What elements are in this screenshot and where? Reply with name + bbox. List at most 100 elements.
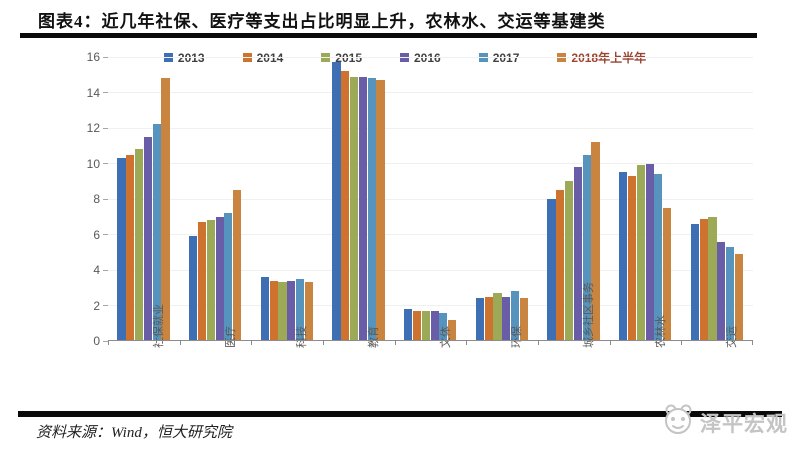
bar-2018年上半年-医疗 — [233, 190, 242, 340]
legend-swatch — [321, 53, 331, 62]
x-axis-tick — [466, 341, 468, 345]
bar-2016-文体 — [430, 310, 439, 340]
x-axis-tick — [394, 341, 396, 345]
gridline — [108, 56, 753, 58]
legend-item: 2016 — [400, 51, 441, 65]
gridline — [108, 163, 753, 164]
bar-2018年上半年-教育 — [376, 80, 385, 340]
source-note: 资料来源：Wind，恒大研究院 — [36, 425, 232, 441]
bar-2017-医疗 — [224, 213, 233, 340]
bar-2015-文体 — [421, 310, 430, 340]
bar-2015-环保 — [493, 293, 502, 340]
bar-2015-农林水 — [636, 165, 645, 340]
y-axis-tick-label: 6 — [93, 227, 100, 242]
bar-2015-交运 — [708, 216, 717, 340]
x-axis-tick — [179, 341, 181, 345]
legend-swatch — [478, 53, 488, 62]
bar-2017-文体 — [439, 312, 448, 340]
x-axis-tick — [538, 341, 539, 345]
chart-legend: 2013 2014 2015 2016 2017 2018年上半年 — [95, 49, 715, 66]
brand-logo-text: 泽平宏观 — [700, 412, 788, 436]
bar-2016-科技 — [287, 280, 296, 340]
bar-2013-社保就业 — [117, 158, 126, 340]
bar-2017-教育 — [367, 78, 376, 340]
bar-2016-教育 — [358, 76, 367, 340]
bar-2013-农林水 — [619, 172, 628, 340]
y-axis-tick — [103, 269, 108, 271]
x-axis-category-label: 科技 — [296, 326, 309, 348]
bar-2016-医疗 — [215, 216, 224, 340]
bar-2017-环保 — [510, 291, 520, 340]
bar-2018年上半年-城乡社区事务 — [591, 142, 600, 340]
plot-area: 0 2 4 6 8 10 12 14 16 社保就业 医疗 科技 教育 文体 环保 城乡社区事务 农林水 交运 — [87, 50, 753, 348]
legend-label: 2013 — [177, 50, 205, 65]
x-axis-category-label: 城乡社区事务 — [582, 282, 595, 348]
panda-face-icon — [661, 402, 695, 443]
gridline — [108, 198, 753, 200]
x-axis-tick — [609, 341, 611, 345]
bar-2014-教育 — [341, 71, 350, 340]
legend-label: 2014 — [256, 50, 284, 65]
bar-2013-教育 — [332, 62, 341, 340]
x-axis-category-label: 社保就业 — [152, 304, 165, 348]
gridline — [108, 234, 753, 235]
bar-2018年上半年-科技 — [304, 282, 313, 340]
legend-item: 2018年上半年 — [557, 49, 646, 66]
y-axis-tick — [103, 305, 108, 306]
legend-label: 2015 — [335, 50, 362, 65]
x-axis-category-label: 交运 — [726, 326, 739, 348]
x-axis-category-label: 环保 — [511, 326, 524, 348]
bar-2018年上半年-交运 — [734, 254, 743, 340]
bar-2013-环保 — [475, 298, 484, 340]
y-axis-tick-label: 12 — [86, 121, 100, 135]
bar-2018年上半年-文体 — [448, 319, 457, 340]
bar-2013-科技 — [260, 277, 269, 340]
bar-2016-城乡社区事务 — [573, 167, 582, 340]
y-axis-tick — [103, 56, 108, 58]
legend-item: 2013 — [163, 50, 205, 65]
bar-2015-城乡社区事务 — [565, 181, 574, 340]
y-axis-tick-label: 16 — [86, 50, 100, 64]
chart-title: 图表4：近几年社保、医疗等支出占比明显上升，农林水、交运等基建类 — [38, 12, 606, 31]
bar-2014-医疗 — [197, 222, 207, 340]
bar-2016-社保就业 — [143, 136, 152, 340]
legend-label: 2017 — [492, 50, 520, 65]
legend-swatch — [400, 53, 409, 62]
bar-2017-农林水 — [654, 174, 663, 340]
bar-2014-社保就业 — [126, 154, 135, 340]
bar-2016-环保 — [502, 296, 511, 340]
footer-bar — [18, 411, 782, 417]
bar-2015-科技 — [278, 282, 287, 340]
bar-2015-社保就业 — [135, 149, 144, 340]
x-axis-category-label: 教育 — [367, 326, 380, 348]
bar-2018年上半年-社保就业 — [161, 78, 170, 340]
legend-label: 2018年上半年 — [571, 51, 647, 65]
y-axis-tick-label: 8 — [93, 192, 100, 206]
x-axis-category-label: 农林水 — [654, 315, 667, 348]
bar-2013-城乡社区事务 — [547, 199, 556, 340]
legend-item: 2015 — [321, 51, 362, 65]
x-axis-tick — [251, 341, 253, 345]
legend-label: 2016 — [414, 50, 441, 65]
gridline — [108, 127, 753, 129]
bar-2013-文体 — [404, 309, 413, 340]
bar-2016-交运 — [717, 241, 726, 340]
bar-2014-环保 — [484, 296, 493, 340]
bar-2015-医疗 — [206, 220, 215, 340]
x-axis-tick — [108, 341, 109, 345]
bar-2017-城乡社区事务 — [582, 154, 591, 340]
y-axis-tick — [103, 234, 108, 235]
x-axis-tick — [752, 341, 753, 345]
legend-swatch — [163, 53, 173, 62]
bar-2013-医疗 — [189, 236, 198, 340]
y-axis-tick-label: 4 — [93, 263, 100, 277]
x-axis-category-label: 文体 — [439, 326, 452, 348]
y-axis-tick — [103, 92, 108, 93]
gridline — [108, 92, 753, 93]
y-axis-tick — [103, 340, 108, 342]
bar-2014-科技 — [269, 280, 278, 340]
x-axis-category-label: 医疗 — [224, 326, 237, 348]
y-axis-tick — [103, 127, 108, 129]
legend-swatch — [557, 53, 567, 62]
